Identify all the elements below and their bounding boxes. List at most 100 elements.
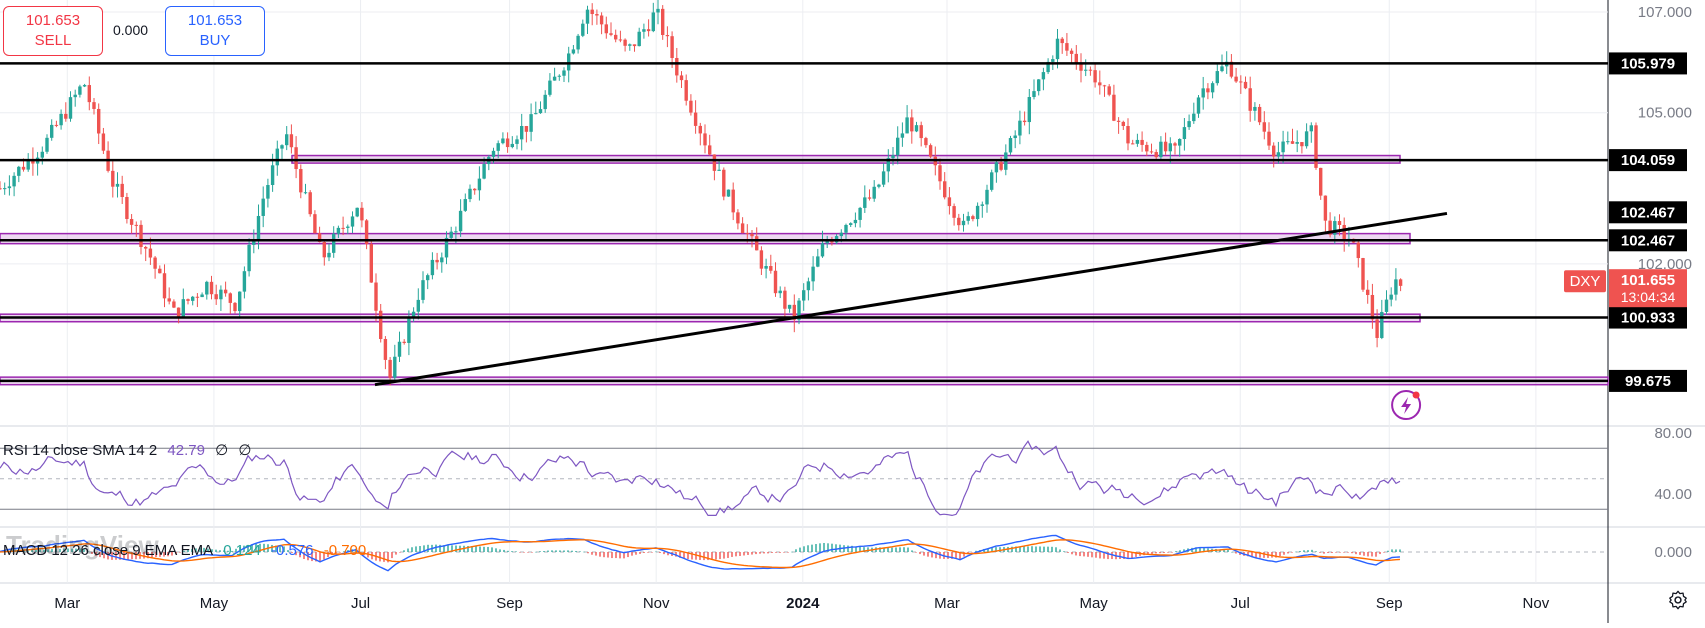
candle-body [604, 24, 608, 34]
candle-body [139, 224, 143, 247]
macd-histogram-bar [259, 543, 261, 552]
macd-histogram-bar [467, 545, 469, 552]
candle-body [599, 15, 604, 25]
rsi-legend[interactable]: RSI 14 close SMA 14 2 42.79 ∅ ∅ [3, 441, 257, 459]
candle-body [1079, 63, 1083, 71]
macd-histogram-bar [1011, 546, 1013, 552]
macd-histogram-bar [1107, 552, 1109, 560]
candle-body [1206, 88, 1210, 93]
candle-body [379, 310, 383, 339]
candle-body [1060, 38, 1064, 44]
macd-histogram-bar [447, 544, 449, 552]
buy-button[interactable]: 101.653 BUY [165, 6, 265, 56]
macd-histogram-bar [623, 552, 625, 559]
candle-body [369, 244, 373, 283]
macd-histogram-bar [711, 552, 713, 561]
candle-body [1210, 83, 1215, 93]
candle-body [238, 291, 242, 312]
level-price-badge: 105.979 [1621, 55, 1675, 72]
macd-histogram-bar [679, 552, 681, 558]
trendline-price-badge: 102.467 [1621, 204, 1675, 221]
candle-body [1248, 88, 1252, 111]
time-axis-label: Jul [351, 595, 370, 612]
macd-histogram-bar [807, 545, 809, 552]
candle-body [181, 299, 185, 317]
candle-body [1370, 294, 1375, 320]
time-axis-label: Mar [934, 595, 960, 612]
candle-body [45, 137, 49, 152]
candle-body [426, 275, 430, 281]
macd-histogram-bar [759, 552, 761, 554]
candle-body [444, 237, 449, 258]
macd-histogram-bar [499, 549, 501, 552]
macd-histogram-bar [107, 552, 109, 560]
candle-body [50, 124, 54, 138]
candle-body [40, 151, 44, 158]
macd-histogram-bar [663, 552, 665, 555]
candle-body [388, 359, 392, 378]
macd-histogram-bar [475, 546, 477, 552]
macd-histogram-bar [767, 552, 769, 554]
candle-body [877, 184, 881, 187]
candle-body [1243, 81, 1248, 89]
macd-histogram-bar [299, 552, 301, 558]
macd-histogram-bar [1203, 547, 1205, 552]
candle-body [153, 257, 157, 269]
macd-histogram-bar [283, 546, 285, 552]
macd-histogram-bar [1383, 552, 1385, 553]
macd-histogram-bar [239, 547, 241, 552]
macd-histogram-bar [855, 546, 857, 552]
macd-histogram-bar [919, 552, 921, 555]
candle-body [1366, 289, 1370, 295]
candle-body [1046, 61, 1050, 73]
macd-histogram-bar [131, 552, 133, 560]
time-axis-label: Nov [1523, 595, 1550, 612]
candle-body [1234, 76, 1238, 82]
candle-body [1126, 126, 1130, 144]
candle-body [1093, 70, 1097, 83]
candle-body [1281, 141, 1285, 153]
macd-histogram-bar [1163, 552, 1165, 554]
rsi-legend-v3: ∅ [238, 442, 252, 459]
macd-histogram-bar [963, 552, 965, 557]
macd-histogram-bar [155, 552, 157, 558]
candle-body [1361, 258, 1365, 290]
candle-body [731, 189, 735, 213]
macd-histogram-bar [831, 543, 833, 552]
candle-body [1398, 279, 1403, 286]
macd-histogram-bar [1363, 552, 1365, 556]
macd-histogram-bar [479, 546, 481, 552]
macd-histogram-bar [1355, 552, 1357, 555]
gear-icon[interactable] [1667, 589, 1689, 611]
macd-histogram-bar [603, 552, 605, 558]
price-axis-tick: 102.000 [1638, 256, 1692, 273]
candle-body [839, 232, 843, 237]
candle-body [1304, 131, 1309, 147]
candle-body [252, 240, 256, 245]
macd-legend[interactable]: MACD 12 26 close 9 EMA EMA 0.124 -0.576 … [3, 542, 372, 559]
macd-histogram-bar [311, 552, 313, 562]
macd-histogram-bar [103, 552, 105, 559]
macd-histogram-bar [379, 552, 381, 562]
candle-body [191, 296, 195, 301]
candle-body [905, 117, 909, 134]
macd-histogram-bar [747, 552, 749, 555]
sell-button[interactable]: 101.653 SELL [3, 6, 103, 56]
candle-body [346, 226, 350, 228]
candle-body [938, 165, 942, 182]
candle-body [646, 29, 651, 32]
macd-histogram-bar [915, 552, 917, 553]
candle-body [773, 270, 778, 294]
trendline-price-badge-bg [1609, 201, 1687, 224]
candle-body [1027, 97, 1031, 123]
macd-histogram-bar [127, 552, 129, 560]
rsi-axis-tick: 40.00 [1654, 486, 1692, 503]
macd-histogram-bar [279, 546, 281, 552]
macd-histogram-bar [531, 552, 533, 553]
macd-histogram-bar [723, 552, 725, 559]
current-price-badge: 101.655 [1621, 272, 1675, 289]
macd-histogram-bar [347, 550, 349, 552]
time-axis-label: Mar [54, 595, 80, 612]
